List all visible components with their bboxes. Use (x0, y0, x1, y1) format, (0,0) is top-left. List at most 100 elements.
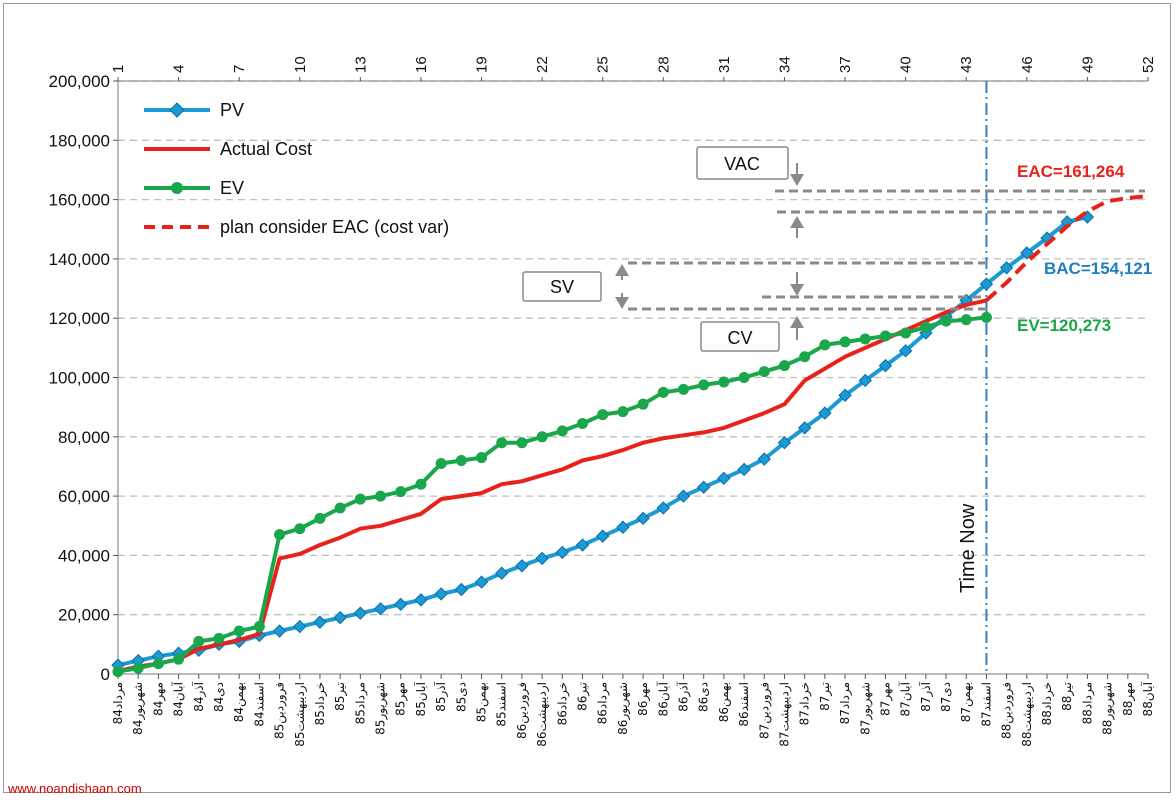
x-bottom-tick-label: فروردین85 (273, 682, 288, 739)
x-bottom-tick-label: فروردین87 (757, 682, 772, 739)
pv-point (898, 344, 913, 358)
ev-point (677, 383, 689, 395)
x-bottom-tick-label: دی84 (212, 682, 226, 712)
x-top-tick-label: 40 (898, 56, 915, 73)
x-axis-bottom: مرداد84 شهریور84 مهر84 آبان84 آذر84 دی84 بهمن8… (111, 674, 1155, 747)
x-bottom-tick-label: مهر87 (878, 682, 893, 716)
pv-point (656, 501, 671, 515)
x-bottom-tick-label: تیر85 (333, 682, 348, 711)
ev-point (132, 662, 144, 674)
x-bottom-tick-label: آبان84 (171, 681, 186, 716)
ev-point (657, 386, 669, 398)
x-top-tick-label: 7 (231, 65, 248, 73)
x-top-tick-label: 31 (716, 56, 733, 73)
pv-point (797, 421, 812, 435)
time-now-label: Time Now (957, 503, 979, 593)
sv-box (522, 271, 602, 302)
series-line-0 (117, 215, 1088, 668)
y-tick-label: 200,000 (49, 72, 110, 91)
ev-point (920, 321, 932, 333)
x-bottom-tick-label: مرداد84 (111, 682, 126, 724)
x-top-tick-label: 10 (292, 56, 309, 73)
x-bottom-tick-label: شهریور87 (858, 682, 873, 735)
x-bottom-tick-label: بهمن84 (232, 682, 247, 722)
sv-label: SV (550, 277, 574, 297)
pv-point (595, 529, 610, 543)
pv-point (979, 277, 994, 291)
ev-point (415, 478, 427, 490)
ev-point (839, 336, 851, 348)
ev-point (354, 493, 366, 505)
y-axis: 0 20,000 40,000 60,000 80,000 100,000 120,000 1… (49, 72, 1148, 684)
watermark-text: www.noandishaan.com (8, 781, 142, 796)
ev-point (274, 529, 286, 541)
pv-point (535, 551, 549, 566)
ev-point (375, 490, 387, 502)
ev-point (637, 398, 649, 410)
x-bottom-tick-label: تیر87 (818, 682, 833, 711)
ev-point (799, 351, 811, 363)
x-top-tick-label: 49 (1079, 56, 1096, 73)
pv-point (434, 587, 448, 601)
y-tick-label: 140,000 (49, 250, 110, 269)
ev-point (778, 360, 790, 372)
ev-point (940, 315, 952, 327)
pv-point (515, 559, 529, 573)
x-top-tick-label: 46 (1019, 56, 1036, 73)
x-bottom-tick-label: اردیبهشت87 (777, 682, 792, 747)
pv-point (414, 593, 428, 607)
sv-arrow-down (615, 297, 629, 309)
variance-arrows (615, 163, 804, 340)
x-bottom-tick-label: آبان88 (1140, 681, 1155, 716)
x-bottom-tick-label: دی86 (697, 682, 711, 712)
ev-point (395, 486, 407, 498)
x-bottom-tick-label: آبان86 (655, 681, 670, 716)
cv-box (700, 321, 780, 352)
pv-point (838, 388, 852, 402)
ev-point (900, 327, 912, 339)
ev-point (698, 379, 710, 391)
legend-pv-label: PV (220, 100, 244, 120)
x-bottom-tick-label: خرداد88 (1040, 682, 1055, 725)
series-line-2 (117, 315, 987, 674)
x-bottom-tick-label: آبان85 (413, 681, 428, 716)
x-bottom-tick-label: اردیبهشت86 (535, 682, 550, 747)
ev-point (738, 372, 750, 383)
y-tick-label: 0 (101, 665, 110, 684)
x-bottom-tick-label: تیر88 (1060, 682, 1075, 711)
x-bottom-tick-label: آذر86 (675, 681, 691, 711)
ev-point (193, 635, 205, 647)
vac-label: VAC (724, 154, 760, 174)
x-top-tick-label: 22 (534, 56, 551, 73)
y-tick-label: 100,000 (49, 369, 110, 388)
pv-point (696, 480, 711, 494)
ev-point (597, 409, 609, 421)
ev-point (294, 523, 306, 535)
pv-point (737, 462, 751, 477)
x-bottom-tick-label: شهریور86 (616, 682, 631, 735)
ev-point (718, 376, 730, 388)
x-top-tick-label: 13 (352, 56, 369, 73)
ev-point (536, 431, 548, 443)
pv-point (454, 582, 469, 597)
ev-point (112, 666, 124, 678)
pv-point (1020, 246, 1034, 260)
y-tick-label: 40,000 (58, 546, 110, 565)
x-bottom-tick-label: بهمن85 (475, 682, 490, 722)
cv-arrow-up (790, 316, 804, 328)
ev-point (960, 314, 972, 326)
pv-point (555, 545, 570, 560)
x-bottom-tick-label: مرداد87 (838, 682, 853, 724)
cv-arrow-down (790, 284, 804, 296)
y-tick-label: 60,000 (58, 487, 110, 506)
pv-point (495, 566, 509, 580)
ev-point (859, 333, 871, 345)
pv-point (636, 511, 650, 526)
ev-point (819, 339, 831, 351)
ev-point (435, 457, 447, 469)
x-top-tick-label: 4 (171, 65, 188, 73)
x-bottom-tick-label: آذر85 (433, 681, 449, 711)
series-line-3 (985, 193, 1149, 302)
y-tick-label: 180,000 (49, 131, 110, 150)
